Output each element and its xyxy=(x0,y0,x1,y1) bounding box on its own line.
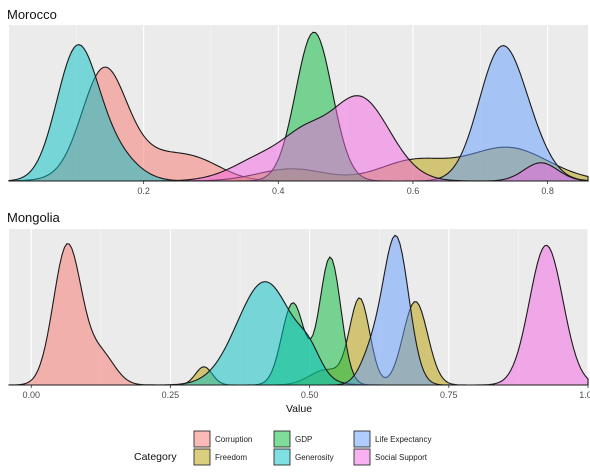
legend-label: Corruption xyxy=(215,435,252,444)
tick-label: 1.00 xyxy=(579,390,590,400)
legend-label: Social Support xyxy=(375,453,428,462)
tick-label: 0.00 xyxy=(23,390,41,400)
legend-key xyxy=(353,448,371,466)
legend-label: Generosity xyxy=(295,453,334,462)
tick-label: 0.2 xyxy=(137,186,150,196)
panel-title: Mongolia xyxy=(7,210,61,225)
legend-item-life-expectancy: Life Expectancy xyxy=(353,430,431,448)
legend-label: Freedom xyxy=(215,453,247,462)
legend-key xyxy=(193,448,211,466)
legend-key xyxy=(273,448,291,466)
tick-label: 0.75 xyxy=(440,390,458,400)
legend-key xyxy=(353,430,371,448)
x-axis-title: Value xyxy=(286,403,312,415)
legend-key xyxy=(273,430,291,448)
legend-item-gdp: GDP xyxy=(273,430,312,448)
legend-item-social-support: Social Support xyxy=(353,448,428,466)
tick-label: 0.4 xyxy=(272,186,285,196)
tick-label: 0.50 xyxy=(301,390,319,400)
legend-item-corruption: Corruption xyxy=(193,430,252,448)
legend-label: GDP xyxy=(295,435,312,444)
legend-title: Category xyxy=(134,451,177,463)
panel-morocco: Morocco 0.2 0.4 0.6 0.8 xyxy=(7,7,589,196)
legend-key xyxy=(193,430,211,448)
legend: Category Corruption Freedom GDP Generosity L… xyxy=(134,430,431,466)
density-social-support xyxy=(9,244,589,386)
panel-title: Morocco xyxy=(7,7,57,22)
tick-label: 0.6 xyxy=(407,186,420,196)
tick-label: 0.8 xyxy=(541,186,554,196)
legend-item-freedom: Freedom xyxy=(193,448,247,466)
tick-label: 0.25 xyxy=(162,390,180,400)
panels-layer: Morocco 0.2 0.4 0.6 0.8 Mongolia 0.00 0.25 0.50 0… xyxy=(7,7,590,400)
legend-item-generosity: Generosity xyxy=(273,448,334,466)
panel-mongolia: Mongolia 0.00 0.25 0.50 0.75 1.00 xyxy=(7,210,590,400)
density-social-support xyxy=(9,95,589,182)
legend-label: Life Expectancy xyxy=(375,435,431,444)
